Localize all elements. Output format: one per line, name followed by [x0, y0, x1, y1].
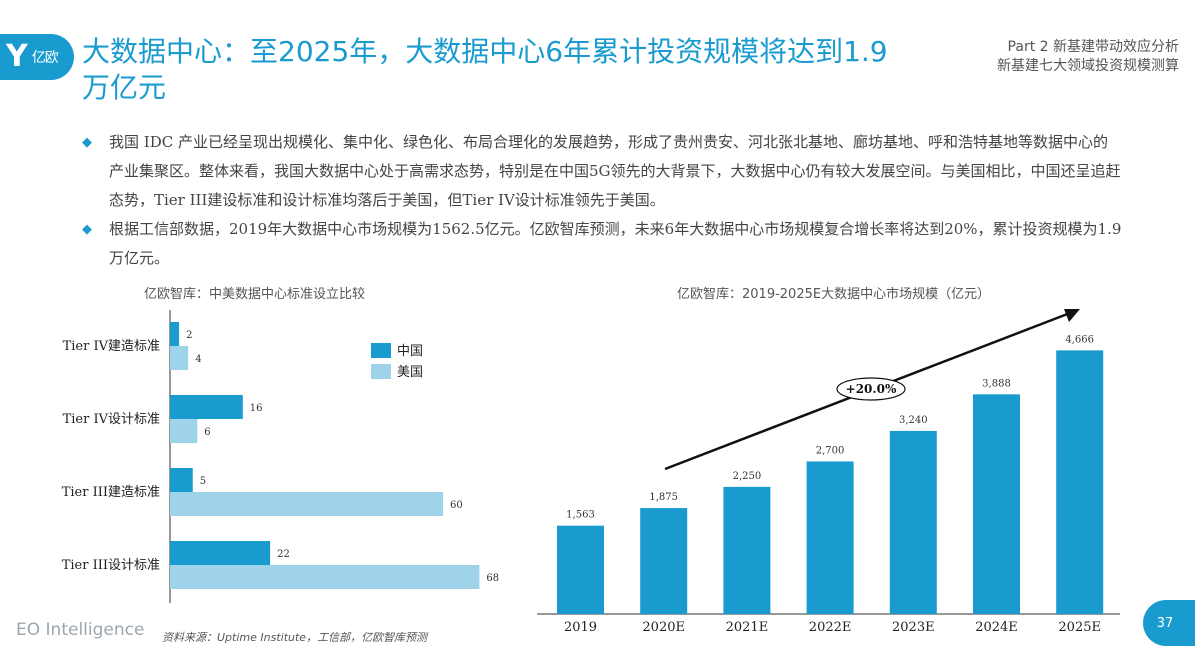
data-label: 68 — [486, 573, 499, 584]
bar-china — [170, 541, 271, 565]
data-label: 2,700 — [816, 445, 845, 456]
data-label: 60 — [450, 500, 463, 511]
right-chart-title: 亿欧智库：2019-2025E大数据中心市场规模（亿元） — [677, 287, 991, 302]
left-chart-title: 亿欧智库：中美数据中心标准设立比较 — [144, 287, 366, 302]
growth-label: +20.0% — [846, 382, 897, 396]
bar-usa — [170, 565, 480, 589]
footer-brand: EO Intelligence — [16, 620, 145, 640]
bar-china — [170, 395, 243, 419]
bar — [1056, 350, 1104, 614]
bar-usa — [170, 346, 189, 370]
logo-text: 亿欧 — [31, 50, 59, 66]
bar-usa — [170, 419, 198, 443]
legend-label: 中国 — [397, 344, 423, 359]
data-label: 1,875 — [649, 492, 678, 503]
growth-ellipse — [836, 377, 906, 401]
logo-mark: Y — [6, 39, 28, 74]
legend-swatch — [371, 364, 391, 379]
bullet-text: 根据工信部数据，2019年大数据中心市场规模为1562.5亿元。亿欧智库预测，未… — [109, 220, 1122, 267]
bullet-text: 我国 IDC 产业已经呈现出规模化、集中化、绿色化、布局合理化的发展趋势，形成了… — [109, 133, 1121, 209]
x-tick-label: 2025E — [1058, 620, 1101, 635]
category-label: Tier IV建造标准 — [63, 339, 160, 354]
bar-usa — [170, 492, 443, 516]
data-label: 2 — [186, 330, 192, 341]
bullet-item: ◆ 根据工信部数据，2019年大数据中心市场规模为1562.5亿元。亿欧智库预测… — [82, 215, 1122, 273]
x-tick-label: 2020E — [642, 620, 685, 635]
x-tick-label: 2023E — [892, 620, 935, 635]
x-tick-label: 2021E — [726, 620, 769, 635]
data-label: 22 — [277, 549, 290, 560]
data-label: 3,888 — [982, 378, 1011, 389]
x-tick-label: 2019 — [564, 620, 597, 635]
bar — [557, 525, 604, 614]
arrow-head-icon — [1064, 309, 1080, 322]
bar — [723, 486, 771, 614]
data-label: 5 — [200, 476, 206, 487]
bar-china — [170, 322, 180, 346]
data-label: 1,563 — [566, 510, 595, 521]
subsection-label: 新基建七大领域投资规模测算 — [997, 58, 1179, 74]
market-size-chart: 1,563 2019 1,875 2020E 2,250 2021E 2,700 2022E 3… — [537, 309, 1120, 635]
bar-china — [170, 468, 193, 492]
data-label: 16 — [250, 403, 263, 414]
bullet-item: ◆ 我国 IDC 产业已经呈现出规模化、集中化、绿色化、布局合理化的发展趋势，形… — [82, 128, 1122, 215]
data-label: 2,250 — [733, 471, 762, 482]
bar — [806, 461, 854, 614]
bar — [889, 430, 937, 614]
data-label: 4,666 — [1065, 334, 1094, 345]
data-label: 4 — [195, 354, 201, 365]
bullet-list: ◆ 我国 IDC 产业已经呈现出规模化、集中化、绿色化、布局合理化的发展趋势，形… — [82, 128, 1122, 273]
bar — [640, 508, 688, 614]
category-label: Tier IV设计标准 — [63, 412, 160, 427]
diamond-bullet-icon: ◆ — [82, 222, 92, 237]
section-label: Part 2 新基建带动效应分析 — [1007, 39, 1179, 55]
legend-label: 美国 — [397, 365, 423, 380]
page-number: 37 — [1143, 600, 1195, 646]
legend-swatch — [371, 343, 391, 358]
data-label: 3,240 — [899, 415, 928, 426]
x-tick-label: 2024E — [975, 620, 1018, 635]
section-header: Part 2 新基建带动效应分析 新基建七大领域投资规模测算 — [997, 38, 1179, 76]
page-title: 大数据中心：至2025年，大数据中心6年累计投资规模将达到1.9万亿元 — [82, 35, 888, 104]
x-tick-label: 2022E — [809, 620, 852, 635]
source-note: 资料来源：Uptime Institute，工信部，亿欧智库预测 — [162, 631, 428, 644]
diamond-bullet-icon: ◆ — [82, 135, 92, 150]
data-label: 6 — [204, 427, 210, 438]
bar — [973, 394, 1020, 614]
logo: Y 亿欧 — [0, 34, 74, 80]
category-label: Tier III建造标准 — [62, 485, 160, 500]
category-label: Tier III设计标准 — [62, 558, 160, 573]
standards-comparison-chart: Tier IV建造标准 2 4 Tier IV设计标准 16 6 Tier III建造标准 5… — [62, 310, 499, 603]
